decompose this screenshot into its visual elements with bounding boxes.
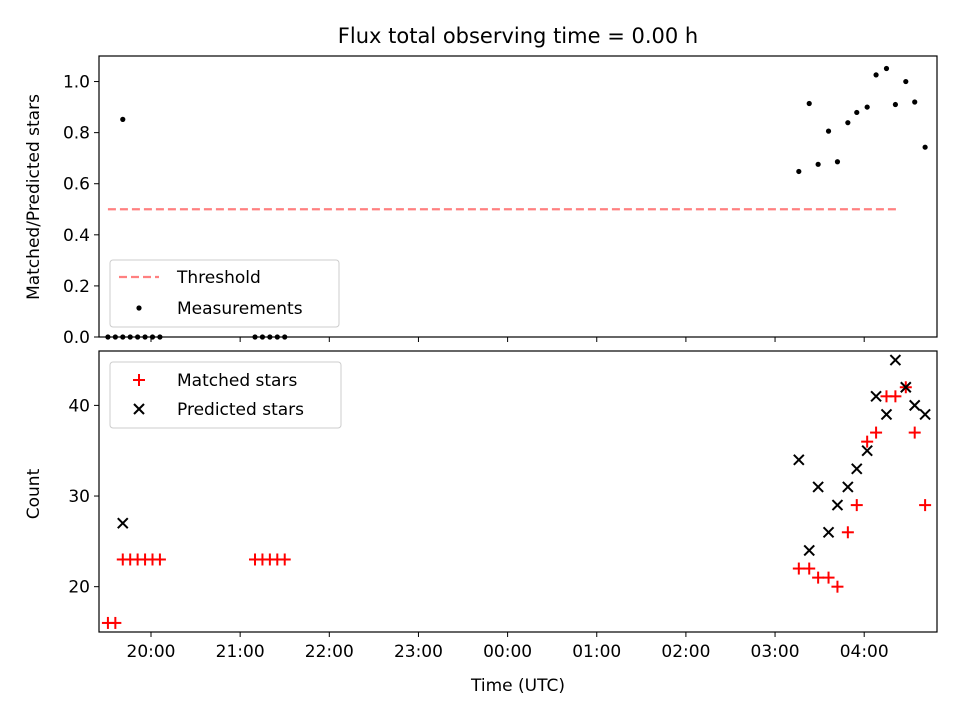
measurement-point	[873, 72, 879, 78]
y-tick-label: 0.0	[63, 328, 90, 348]
measurement-point	[903, 78, 909, 85]
matched-star-marker	[109, 616, 122, 629]
top-y-axis-label: Matched/Predicted stars	[24, 94, 44, 300]
measurement-point	[845, 120, 851, 126]
matched-star-marker	[861, 435, 874, 448]
x-tick-label: 04:00	[840, 642, 889, 662]
x-tick-label: 00:00	[483, 642, 532, 662]
measurement-point	[825, 128, 832, 134]
legend-measurements-swatch	[136, 305, 142, 311]
x-axis-label: Time (UTC)	[470, 676, 565, 696]
x-tick-label: 01:00	[572, 642, 621, 662]
bottom-legend: Matched stars Predicted stars	[109, 361, 342, 429]
bottom-legend-box	[109, 361, 342, 429]
bottom-y-axis-label: Count	[24, 468, 44, 519]
measurement-point	[120, 116, 126, 122]
matched-star-marker	[889, 390, 902, 403]
y-tick-label: 0.2	[63, 277, 90, 297]
y-tick-label: 0.6	[63, 175, 90, 195]
predicted-star-marker	[870, 390, 882, 403]
legend-matched-swatch	[133, 374, 145, 386]
top-x-axis-ticks	[150, 337, 865, 342]
matched-star-marker	[908, 426, 921, 439]
x-tick-label: 21:00	[216, 642, 265, 662]
y-tick-label: 40	[68, 396, 90, 416]
measurement-point	[922, 144, 928, 150]
measurement-point	[796, 168, 802, 175]
predicted-star-marker	[861, 445, 873, 457]
top-y-axis: 0.0 0.2 0.4 0.6 0.8 1.0	[63, 73, 99, 348]
legend-threshold-label: Threshold	[176, 268, 261, 288]
legend-predicted-swatch	[133, 403, 145, 415]
measurement-point	[912, 99, 918, 105]
predicted-star-marker	[842, 481, 854, 493]
measurement-point	[834, 159, 841, 165]
x-tick-label: 02:00	[661, 642, 710, 662]
top-plot-frame	[98, 55, 938, 338]
chart-title: Flux total observing time = 0.00 h	[338, 24, 698, 48]
predicted-star-marker	[900, 381, 912, 393]
predicted-star-marker	[812, 481, 824, 493]
x-tick-label: 03:00	[751, 642, 800, 662]
measurement-point	[864, 104, 870, 110]
predicted-star-marker	[919, 408, 931, 421]
predicted-star-marker	[889, 354, 902, 366]
measurement-point	[815, 161, 821, 167]
predicted-star-marker	[803, 544, 815, 557]
matched-star-marker	[831, 580, 844, 593]
y-tick-label: 1.0	[63, 73, 90, 93]
predicted-star-marker	[117, 517, 129, 529]
matched-star-marker	[841, 526, 854, 539]
bottom-x-axis: 20:00 21:00 22:00 23:00 00:00 01:00 02:00 03:00…	[127, 632, 889, 662]
measurement-point	[883, 65, 890, 72]
predicted-star-marker	[831, 499, 844, 511]
bottom-panel: 20 30 40 20:00 21:00 22:00 23:00 00:00 01:00 02:…	[24, 350, 938, 696]
measurement-point	[854, 109, 860, 116]
predicted-star-marker	[909, 399, 921, 412]
top-legend: Threshold Measurements	[109, 259, 340, 328]
top-plot-marks	[105, 65, 928, 340]
measurement-point	[892, 101, 898, 108]
bottom-y-axis: 20 30 40	[68, 396, 99, 598]
measurement-point	[806, 100, 812, 107]
y-tick-label: 0.4	[63, 226, 90, 246]
matched-star-marker	[153, 553, 166, 566]
legend-matched-label: Matched stars	[177, 371, 297, 391]
matched-star-marker	[822, 571, 835, 584]
matched-star-marker	[803, 562, 816, 575]
x-tick-label: 23:00	[394, 642, 443, 662]
matched-star-marker	[870, 426, 883, 439]
bottom-plot-marks	[101, 354, 932, 629]
y-tick-label: 30	[68, 487, 90, 507]
y-tick-label: 20	[68, 578, 90, 598]
legend-predicted-label: Predicted stars	[177, 400, 304, 420]
matched-star-marker	[278, 553, 291, 566]
predicted-star-marker	[822, 526, 835, 538]
top-legend-box	[109, 259, 340, 328]
x-tick-label: 22:00	[305, 642, 354, 662]
x-tick-label: 20:00	[127, 642, 176, 662]
y-tick-label: 0.8	[63, 124, 90, 144]
legend-measurements-label: Measurements	[177, 299, 303, 319]
matched-star-marker	[812, 571, 825, 584]
top-panel: 0.0 0.2 0.4 0.6 0.8 1.0 Matched/Predicted sta…	[24, 55, 938, 348]
matched-star-marker	[792, 562, 805, 575]
matched-star-marker	[850, 499, 863, 512]
bottom-plot-frame	[98, 350, 938, 633]
predicted-star-marker	[851, 463, 863, 475]
matched-star-marker	[919, 499, 932, 512]
predicted-star-marker	[880, 408, 893, 421]
predicted-star-marker	[793, 454, 805, 466]
